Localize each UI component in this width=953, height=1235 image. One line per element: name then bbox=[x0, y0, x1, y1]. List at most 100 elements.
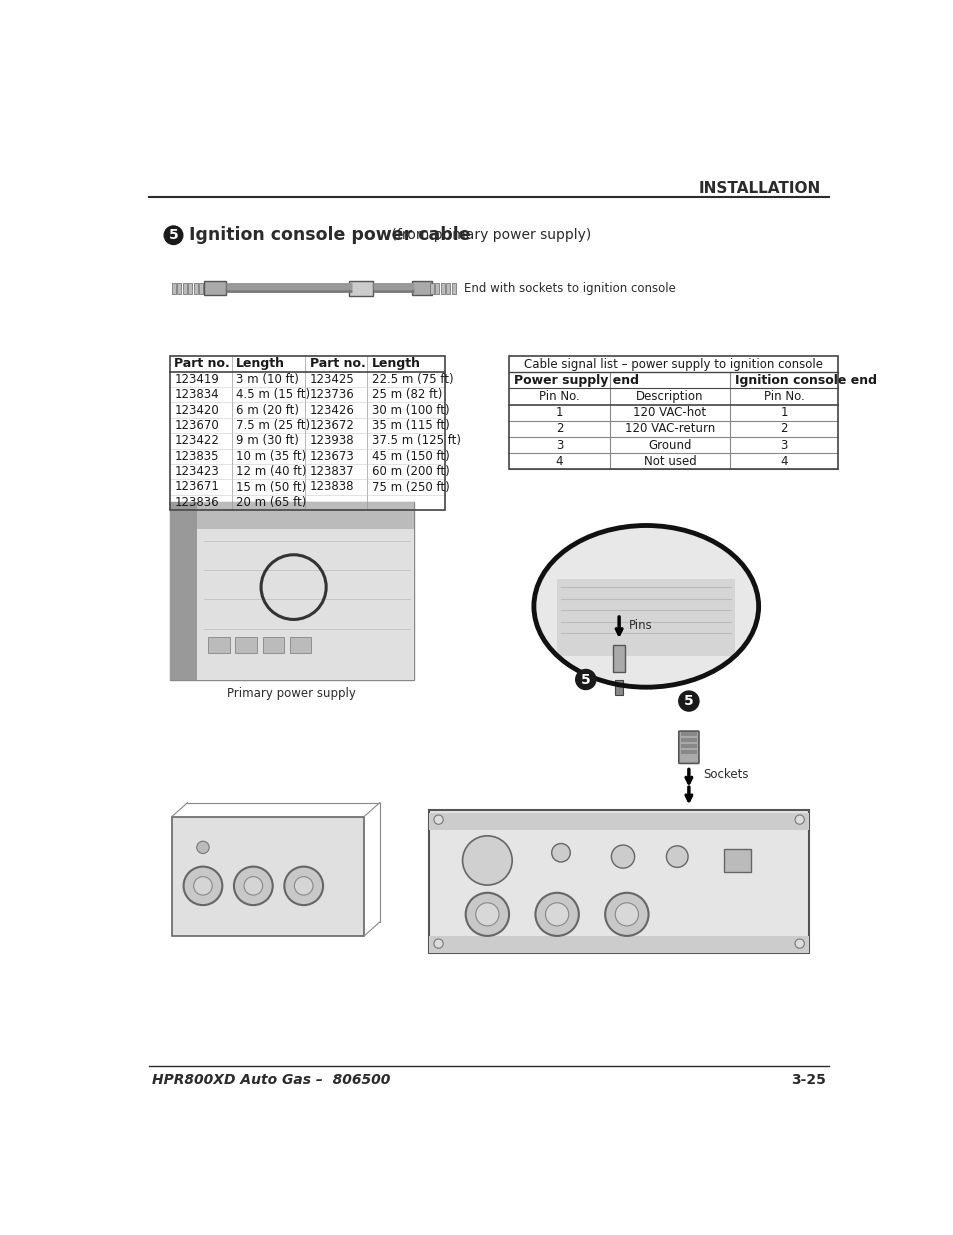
Bar bbox=[172, 283, 175, 294]
Text: 15 m (50 ft): 15 m (50 ft) bbox=[236, 480, 306, 494]
Circle shape bbox=[666, 846, 687, 867]
Circle shape bbox=[193, 877, 212, 895]
Bar bbox=[680, 745, 696, 748]
Text: 4: 4 bbox=[555, 454, 562, 468]
Bar bbox=[680, 732, 696, 736]
Circle shape bbox=[551, 844, 570, 862]
Text: 3: 3 bbox=[556, 438, 562, 452]
FancyBboxPatch shape bbox=[679, 731, 699, 763]
Text: 9 m (30 ft): 9 m (30 ft) bbox=[236, 435, 299, 447]
Circle shape bbox=[462, 836, 512, 885]
Text: 123422: 123422 bbox=[174, 435, 219, 447]
Bar bbox=[429, 936, 808, 953]
Text: 120 VAC-hot: 120 VAC-hot bbox=[633, 406, 706, 419]
Text: 123836: 123836 bbox=[174, 496, 218, 509]
Ellipse shape bbox=[534, 526, 758, 687]
Text: 5: 5 bbox=[580, 673, 590, 687]
Text: 123838: 123838 bbox=[310, 480, 354, 494]
Text: 7.5 m (25 ft): 7.5 m (25 ft) bbox=[236, 419, 310, 432]
Text: 2: 2 bbox=[780, 422, 787, 436]
Text: 4.5 m (15 ft): 4.5 m (15 ft) bbox=[236, 388, 310, 401]
Bar bbox=[170, 503, 196, 679]
Bar bbox=[429, 810, 808, 953]
Circle shape bbox=[476, 903, 498, 926]
Text: 30 m (100 ft): 30 m (100 ft) bbox=[372, 404, 449, 416]
Text: Length: Length bbox=[372, 357, 420, 370]
Text: 12 m (40 ft): 12 m (40 ft) bbox=[236, 466, 307, 478]
Text: 123672: 123672 bbox=[310, 419, 355, 432]
Bar bbox=[680, 751, 696, 755]
Text: 123671: 123671 bbox=[174, 480, 219, 494]
Text: 123835: 123835 bbox=[174, 450, 218, 463]
Circle shape bbox=[434, 939, 443, 948]
Text: 123426: 123426 bbox=[310, 404, 355, 416]
Text: (from primary power supply): (from primary power supply) bbox=[386, 228, 590, 242]
Bar bbox=[196, 503, 414, 530]
Text: Not used: Not used bbox=[643, 454, 696, 468]
Circle shape bbox=[233, 867, 273, 905]
Bar bbox=[170, 356, 444, 510]
Bar bbox=[193, 283, 197, 294]
Text: 25 m (82 ft): 25 m (82 ft) bbox=[372, 388, 442, 401]
Text: 123938: 123938 bbox=[310, 435, 355, 447]
Bar bbox=[262, 637, 284, 652]
Bar bbox=[367, 356, 444, 372]
Bar bbox=[177, 283, 181, 294]
Text: INSTALLATION: INSTALLATION bbox=[698, 180, 820, 195]
Text: Pin No.: Pin No. bbox=[763, 390, 803, 403]
Bar bbox=[412, 282, 431, 295]
Bar bbox=[188, 283, 192, 294]
Text: Cable signal list – power supply to ignition console: Cable signal list – power supply to igni… bbox=[524, 358, 822, 370]
Bar bbox=[204, 282, 226, 295]
Text: 123673: 123673 bbox=[310, 450, 355, 463]
Text: HPR800XD Auto Gas –  806500: HPR800XD Auto Gas – 806500 bbox=[152, 1073, 390, 1087]
Text: 123670: 123670 bbox=[174, 419, 219, 432]
Bar bbox=[170, 356, 232, 372]
Circle shape bbox=[611, 845, 634, 868]
Text: 123425: 123425 bbox=[310, 373, 355, 385]
Text: End with sockets to ignition console: End with sockets to ignition console bbox=[464, 282, 676, 295]
Circle shape bbox=[164, 226, 183, 245]
Bar bbox=[452, 283, 456, 294]
Text: 120 VAC-return: 120 VAC-return bbox=[624, 422, 714, 436]
Text: Ignition console end: Ignition console end bbox=[734, 374, 876, 387]
Text: 1: 1 bbox=[555, 406, 562, 419]
Bar bbox=[680, 739, 696, 742]
Text: 37.5 m (125 ft): 37.5 m (125 ft) bbox=[372, 435, 460, 447]
Circle shape bbox=[545, 903, 568, 926]
Circle shape bbox=[196, 841, 209, 853]
Bar bbox=[170, 503, 414, 679]
Text: 123423: 123423 bbox=[174, 466, 219, 478]
Bar bbox=[430, 283, 434, 294]
Circle shape bbox=[465, 893, 509, 936]
Circle shape bbox=[794, 815, 803, 824]
Bar bbox=[172, 816, 364, 936]
Text: Pin No.: Pin No. bbox=[538, 390, 579, 403]
Bar bbox=[235, 637, 257, 652]
Bar bbox=[349, 280, 373, 296]
Text: 3: 3 bbox=[780, 438, 787, 452]
Bar bbox=[435, 283, 439, 294]
Text: Ground: Ground bbox=[647, 438, 691, 452]
Text: 6 m (20 ft): 6 m (20 ft) bbox=[236, 404, 299, 416]
Bar bbox=[232, 356, 305, 372]
Text: 123420: 123420 bbox=[174, 404, 219, 416]
Text: 20 m (65 ft): 20 m (65 ft) bbox=[236, 496, 306, 509]
Circle shape bbox=[794, 939, 803, 948]
Text: 75 m (250 ft): 75 m (250 ft) bbox=[372, 480, 449, 494]
Circle shape bbox=[604, 893, 648, 936]
Bar bbox=[208, 637, 230, 652]
Bar bbox=[440, 283, 444, 294]
Circle shape bbox=[183, 867, 222, 905]
Text: 123736: 123736 bbox=[310, 388, 355, 401]
Circle shape bbox=[575, 669, 596, 689]
Bar bbox=[183, 283, 187, 294]
Text: 3 m (10 ft): 3 m (10 ft) bbox=[236, 373, 299, 385]
Text: 5: 5 bbox=[683, 694, 693, 708]
Text: 35 m (115 ft): 35 m (115 ft) bbox=[372, 419, 449, 432]
Text: 123834: 123834 bbox=[174, 388, 218, 401]
Circle shape bbox=[679, 692, 699, 711]
Circle shape bbox=[244, 877, 262, 895]
Text: Description: Description bbox=[636, 390, 703, 403]
Bar bbox=[290, 637, 311, 652]
